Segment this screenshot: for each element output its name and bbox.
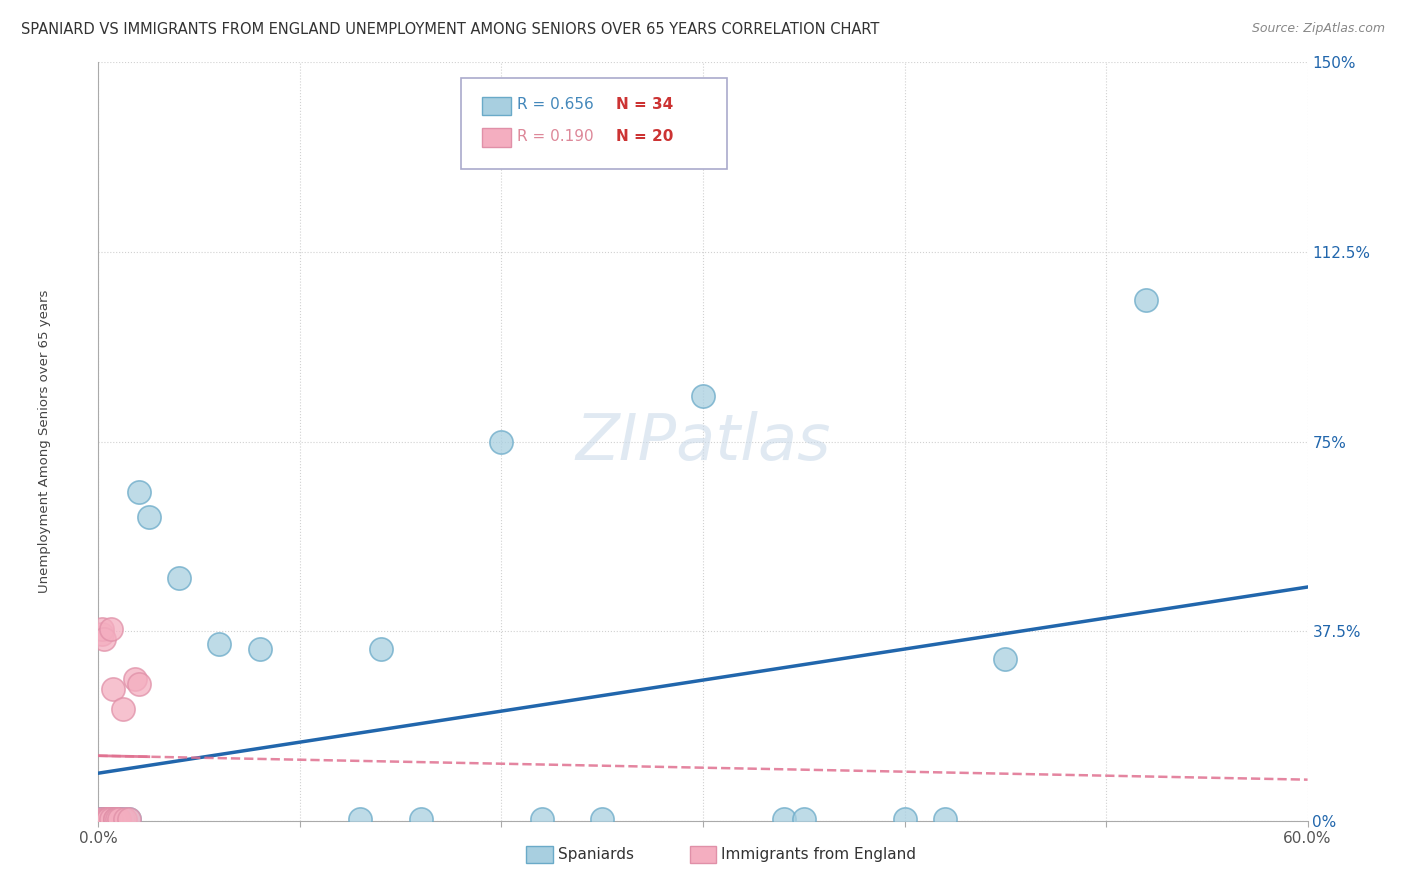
Point [97, 812, 120, 826]
Text: SPANIARD VS IMMIGRANTS FROM ENGLAND UNEMPLOYMENT AMONG SENIORS OVER 65 YEARS COR: SPANIARD VS IMMIGRANTS FROM ENGLAND UNEM… [21, 22, 880, 37]
Text: Unemployment Among Seniors over 65 years: Unemployment Among Seniors over 65 years [38, 290, 51, 593]
Text: Immigrants from England: Immigrants from England [721, 847, 917, 862]
Point [249, 641, 271, 656]
Point [893, 812, 915, 826]
Point [107, 812, 129, 826]
Point [105, 812, 128, 826]
Point [101, 682, 124, 697]
Text: Source: ZipAtlas.com: Source: ZipAtlas.com [1251, 22, 1385, 36]
Point [103, 812, 125, 826]
Point [349, 812, 371, 826]
Point [89, 812, 111, 826]
Point [96, 812, 118, 826]
Text: N = 20: N = 20 [616, 129, 673, 145]
Point [97, 812, 120, 826]
Point [208, 637, 231, 651]
Text: R = 0.190: R = 0.190 [517, 129, 593, 145]
Point [103, 812, 125, 826]
Point [530, 812, 553, 826]
Point [934, 812, 956, 826]
Point [93, 812, 115, 826]
Point [91, 626, 114, 640]
Point [97, 812, 120, 826]
Point [138, 510, 160, 524]
Point [93, 632, 115, 646]
FancyBboxPatch shape [482, 128, 510, 146]
Point [111, 702, 134, 716]
Point [994, 652, 1017, 666]
Point [128, 677, 150, 691]
Point [96, 812, 118, 826]
Point [118, 812, 141, 826]
Point [491, 434, 513, 449]
Point [105, 812, 128, 826]
Point [111, 812, 134, 826]
Point [793, 812, 815, 826]
Text: N = 34: N = 34 [616, 97, 673, 112]
Point [91, 812, 114, 826]
Point [91, 622, 114, 636]
Point [591, 812, 613, 826]
Point [101, 812, 124, 826]
Point [1135, 293, 1157, 307]
Point [100, 622, 122, 636]
FancyBboxPatch shape [690, 847, 716, 863]
Point [89, 812, 111, 826]
Point [97, 812, 120, 826]
Point [370, 641, 392, 656]
FancyBboxPatch shape [482, 96, 510, 115]
Point [118, 812, 141, 826]
Point [692, 389, 714, 403]
Point [128, 485, 150, 500]
FancyBboxPatch shape [526, 847, 553, 863]
Point [107, 812, 129, 826]
Point [124, 672, 146, 686]
Point [93, 812, 115, 826]
Point [103, 812, 125, 826]
Point [772, 812, 794, 826]
Point [100, 812, 122, 826]
Point [96, 812, 118, 826]
Text: R = 0.656: R = 0.656 [517, 97, 593, 112]
Text: Spaniards: Spaniards [558, 847, 634, 862]
Point [409, 812, 432, 826]
Point [167, 571, 190, 585]
Point [100, 812, 122, 826]
Point [114, 812, 136, 826]
Point [93, 812, 115, 826]
FancyBboxPatch shape [461, 78, 727, 169]
Point [91, 812, 114, 826]
Text: ZIPatlas: ZIPatlas [575, 410, 831, 473]
